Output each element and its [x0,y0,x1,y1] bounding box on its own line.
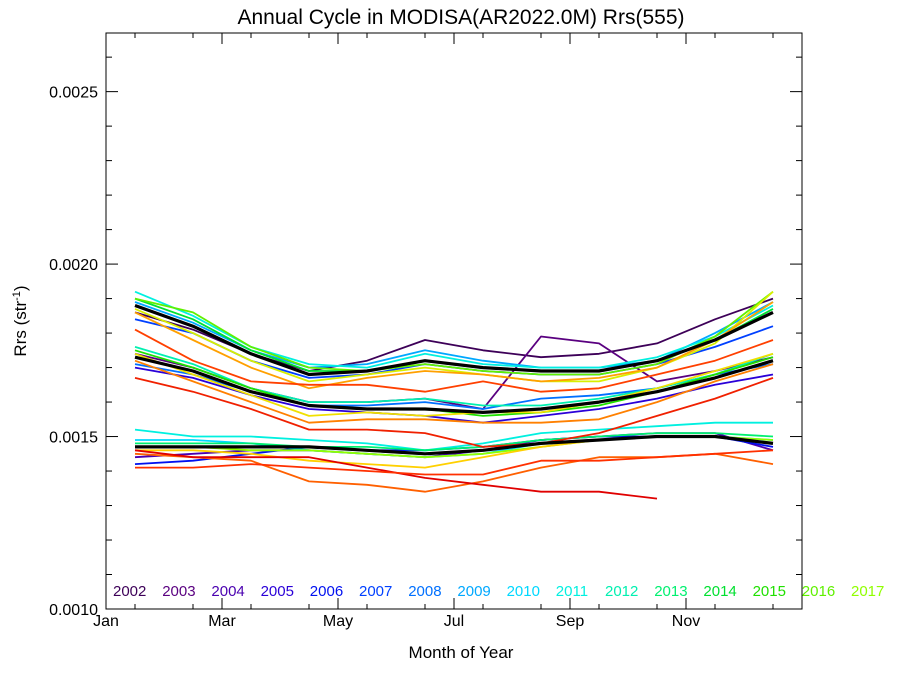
series-line-26 [135,449,774,476]
series-line-23 [134,328,774,393]
climatology-line-2 [135,434,774,456]
legend-entry: 2013 [654,583,687,600]
y-axis-label: Rrs (str-1) [11,285,30,356]
legend-entry: 2003 [162,583,195,600]
series-line-21 [134,359,774,424]
y-tick-label: 0.0020 [49,257,98,274]
legend-entry: 2010 [507,583,540,600]
legend-entry: 2002 [113,583,146,600]
climatology-layer [134,303,774,456]
legend-entry: 2017 [851,583,884,600]
y-axis-label-main: Rrs (str [11,301,30,357]
chart-title: Annual Cycle in MODISA(AR2022.0M) Rrs(55… [238,6,685,29]
legend-entry: 2005 [261,583,294,600]
x-tick-label: Mar [208,613,236,630]
series-line-18 [134,352,774,417]
legend-entry: 2014 [703,583,736,600]
legend-entry: 2007 [359,583,392,600]
y-tick-label: 0.0025 [49,85,98,102]
legend: 2002 2003 2004 2005 2006 2007 2008 2009 2010 2011… [113,583,884,600]
legend-entry: 2006 [310,583,343,600]
y-tick-label: 0.0015 [49,430,98,447]
x-tick-label: May [323,613,353,630]
legend-entry: 2008 [408,583,441,600]
series-line-24 [134,377,774,448]
x-tick-label: Sep [556,613,585,630]
series-line-15 [134,290,774,376]
climatology-line-0 [134,303,774,377]
x-axis-label: Month of Year [409,643,514,662]
y-axis-label-close: ) [11,285,30,291]
legend-entry: 2004 [211,583,244,600]
axis-ticks: Jan Mar May Jul Sep Nov 0.0010 0.0015 0.0020 0.00… [49,33,802,630]
x-tick-label: Jan [93,613,119,630]
series-line-20 [134,301,774,390]
y-tick-label: 0.0010 [49,602,98,619]
y-axis-label-sup: -1 [11,291,23,301]
legend-entry: 2015 [753,583,786,600]
legend-entry: 2012 [605,583,638,600]
legend-entry: 2016 [802,583,835,600]
series-line-10 [134,421,773,452]
legend-entry: 2009 [457,583,490,600]
climatology-line-1 [134,355,774,414]
x-tick-label: Jul [444,613,464,630]
legend-entry: 2011 [556,583,588,600]
x-tick-label: Nov [672,613,700,630]
series-line-12 [135,432,774,452]
